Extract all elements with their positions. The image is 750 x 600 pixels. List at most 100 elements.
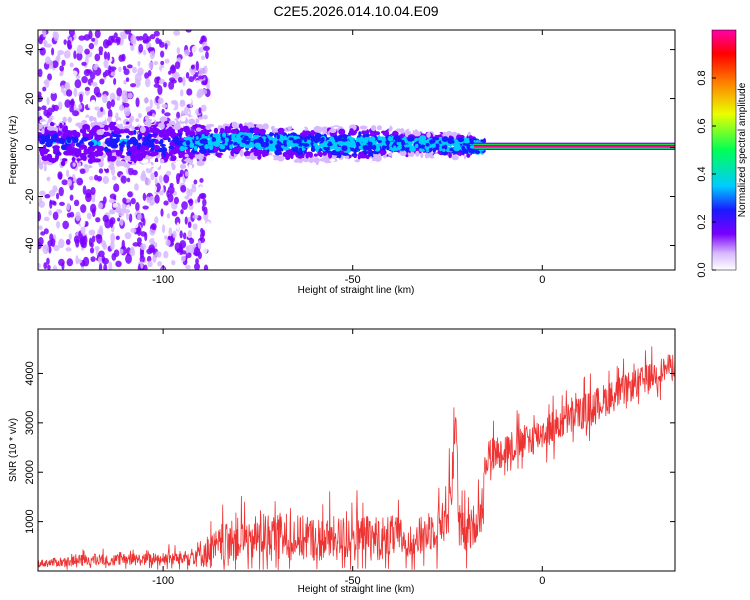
spectrogram-cell — [197, 240, 202, 249]
spectrogram-cell — [154, 76, 160, 85]
spectrogram-cell — [156, 104, 160, 110]
spectrogram-cell — [200, 192, 207, 200]
spectrogram-cell — [198, 67, 204, 76]
spectrogram-cell — [88, 42, 95, 50]
spectrogram-cell — [164, 58, 170, 64]
spectrogram-cell — [167, 193, 174, 203]
spectrogram-cell — [194, 80, 201, 86]
spectrogram-cell — [344, 155, 350, 159]
spectrogram-cell — [441, 136, 449, 143]
spectrogram-cell — [72, 136, 79, 144]
spectrogram-cell — [117, 46, 121, 52]
spectrogram-cell — [115, 150, 123, 157]
spectrogram-cell — [116, 87, 123, 97]
spectrogram-cell — [439, 146, 443, 152]
spectrogram-cell — [224, 137, 229, 143]
spectrogram-cell — [329, 146, 334, 150]
spectrogram-cell — [195, 136, 199, 140]
spectrogram-cell — [243, 150, 252, 158]
spectrogram-cell — [113, 249, 120, 257]
spectrogram-cell — [60, 160, 66, 167]
spectrogram-cell — [110, 232, 116, 243]
spectrogram-cell — [49, 157, 57, 164]
spectrogram-cell — [482, 138, 487, 144]
spectrogram-cell — [269, 132, 275, 137]
spectrogram-cell — [73, 50, 77, 60]
spectrogram-cell — [79, 168, 86, 175]
spectrogram-cell — [102, 214, 109, 223]
spectrogram-cell — [231, 133, 235, 139]
spectrogram-cell — [153, 170, 158, 178]
spectrogram-cell — [123, 68, 130, 76]
spectrogram-cell — [443, 144, 448, 150]
spectrogram-cell — [314, 132, 322, 139]
spectrogram-cell — [103, 124, 109, 131]
spectrogram-cell — [190, 64, 195, 70]
spectrogram-cell — [128, 121, 133, 128]
spectrogram-cell — [171, 210, 178, 217]
spectrogram-cell — [133, 221, 139, 229]
spectrogram-ylabel: Frequency (Hz) — [8, 116, 19, 185]
spectrogram-cell — [78, 103, 83, 110]
spectrogram-cell — [65, 89, 73, 97]
spectrogram-cell — [170, 64, 175, 71]
spectrogram-cell — [137, 113, 142, 119]
spectrogram-cell — [126, 177, 131, 183]
spectrogram-cell — [194, 262, 201, 270]
spectrogram-cell — [188, 204, 194, 210]
spectrogram-cell — [292, 139, 297, 144]
spectrogram-cell — [182, 125, 190, 133]
spectrogram-cell — [184, 153, 189, 158]
spectrogram-ytick-label: -20 — [24, 189, 36, 205]
spectrogram-cell — [46, 97, 50, 106]
spectrogram-cell — [175, 132, 180, 137]
spectrogram-cell — [108, 155, 117, 162]
spectrogram-cell — [76, 115, 84, 122]
spectrogram-cell — [184, 49, 190, 57]
spectrogram-cell — [88, 229, 96, 236]
spectrogram-cell — [119, 143, 123, 148]
spectrogram-cell — [161, 224, 166, 234]
spectrogram-cell — [224, 125, 229, 131]
spectrogram-cell — [51, 60, 59, 69]
spectrogram-cell — [122, 197, 127, 204]
spectrogram-cell — [75, 255, 79, 265]
spectrogram-cell — [407, 136, 413, 142]
spectrogram-cell — [46, 163, 54, 169]
spectrogram-cell — [113, 183, 120, 192]
spectrogram-cell — [47, 162, 53, 166]
spectrogram-cell — [185, 30, 192, 33]
spectrogram-cell — [38, 106, 42, 111]
spectrogram-cell — [92, 125, 101, 131]
spectrogram-cell — [50, 238, 56, 247]
spectrogram-cell — [153, 161, 161, 168]
spectrogram-cell — [129, 164, 138, 169]
spectrogram-cell — [84, 48, 90, 55]
spectrogram-cell — [38, 262, 41, 269]
spectrogram-cell — [83, 250, 89, 257]
spectrogram-cell — [176, 111, 181, 119]
spectrogram-cell — [354, 159, 360, 163]
spectrogram-cell — [110, 240, 115, 251]
spectrogram-cell — [424, 152, 430, 159]
spectrogram-cell — [39, 190, 46, 196]
spectrogram-cell — [93, 158, 102, 163]
spectrogram-cell — [108, 261, 113, 270]
spectrogram-cell — [145, 118, 153, 122]
spectrogram-cell — [282, 140, 287, 145]
spectrogram-cell — [205, 221, 211, 230]
snr-panel: -100 -50 0 1000 2000 3000 4000 Height of strai… — [8, 328, 676, 595]
spectrogram-cell — [65, 238, 71, 246]
spectrogram-cell — [195, 258, 199, 265]
spectrogram-cell — [227, 140, 234, 145]
spectrogram-cell — [43, 228, 49, 235]
spectrogram-cell — [43, 163, 47, 172]
spectrogram-cell — [130, 136, 137, 142]
spectrogram-cell — [179, 145, 185, 152]
spectrogram-cell — [168, 145, 174, 149]
spectrogram-cell — [144, 77, 151, 88]
snr-xtick-label: 0 — [539, 575, 545, 587]
spectrogram-cell — [153, 234, 158, 243]
spectrogram-cell — [285, 155, 291, 161]
spectrogram-ytick-label: -40 — [24, 238, 36, 254]
